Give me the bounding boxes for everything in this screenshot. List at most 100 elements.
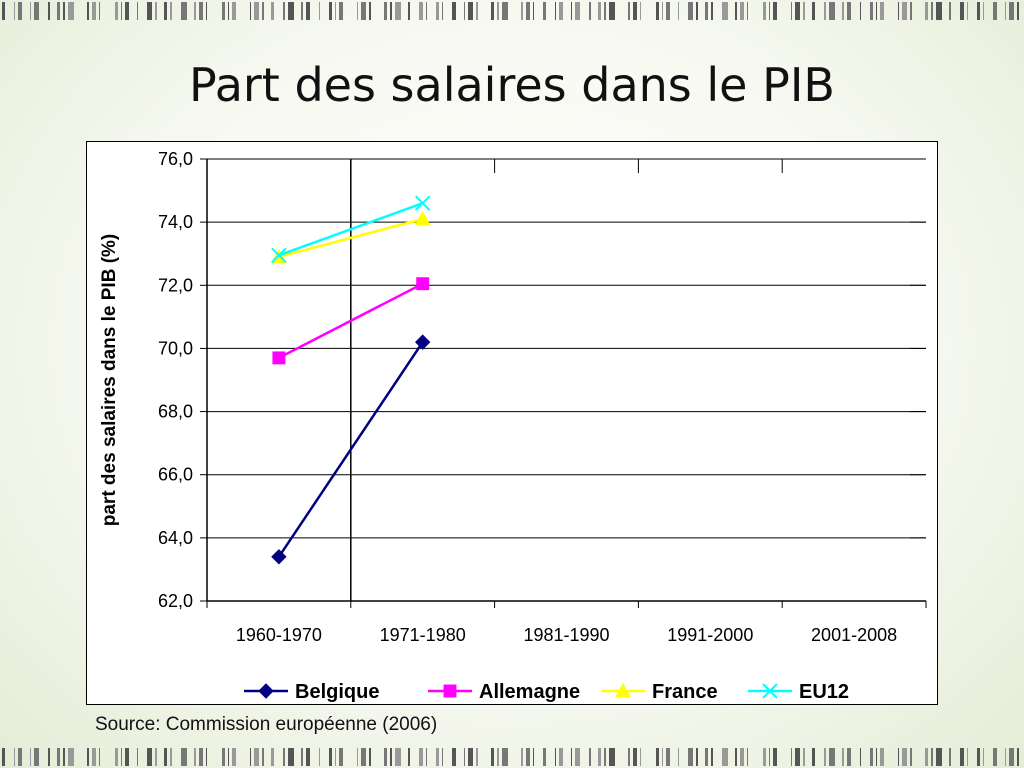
strip-bar <box>860 2 861 20</box>
data-point-stroke <box>414 195 431 211</box>
data-point <box>416 277 430 291</box>
strip-bar <box>125 748 129 766</box>
strip-bar <box>609 748 615 766</box>
strip-bar <box>115 748 118 766</box>
strip-bar <box>722 748 728 766</box>
strip-bar <box>155 748 157 766</box>
strip-bar <box>48 2 50 20</box>
strip-bar <box>1009 2 1014 20</box>
strip-bar <box>164 748 167 766</box>
strip-bar <box>87 2 89 20</box>
strip-bar <box>92 748 96 766</box>
data-point-stroke <box>762 683 778 699</box>
strip-bar <box>860 748 861 766</box>
strip-bar <box>48 748 50 766</box>
strip-bar <box>206 2 207 20</box>
strip-bar <box>419 2 423 20</box>
strip-bar <box>628 2 630 20</box>
strip-bar <box>1009 748 1014 766</box>
strip-bar <box>222 2 225 20</box>
strip-bar <box>491 748 494 766</box>
strip-bar <box>339 2 343 20</box>
strip-bar <box>769 748 770 766</box>
strip-bar <box>254 748 259 766</box>
strip-bar <box>369 2 371 20</box>
strip-bar <box>747 748 748 766</box>
strip-bar <box>250 748 251 766</box>
strip-bar <box>575 2 580 20</box>
strip-bar <box>598 748 601 766</box>
strip-bar <box>533 2 534 20</box>
strip-bar <box>925 748 928 766</box>
strip-bar <box>824 2 826 20</box>
strip-bar <box>283 748 285 766</box>
strip-bar <box>910 2 912 20</box>
strip-bar <box>497 748 499 766</box>
strip-bar <box>791 2 792 20</box>
y-tick-label: 76,0 <box>158 149 193 169</box>
strip-bar <box>533 748 534 766</box>
strip-bar <box>949 748 951 766</box>
strip-bar <box>898 748 899 766</box>
strip-bar <box>2 748 5 766</box>
strip-bar <box>408 748 410 766</box>
strip-bar <box>705 2 708 20</box>
strip-bar <box>271 748 274 766</box>
series-line <box>278 282 424 360</box>
strip-bar <box>555 748 556 766</box>
strip-bar <box>936 2 942 20</box>
strip-bar <box>384 748 387 766</box>
strip-bar <box>442 2 443 20</box>
strip-bar <box>936 748 942 766</box>
strip-bar <box>656 2 659 20</box>
strip-bar <box>521 2 523 20</box>
strip-bar <box>329 2 332 20</box>
strip-bar <box>829 748 835 766</box>
strip-bar <box>803 748 805 766</box>
strip-bar <box>288 748 294 766</box>
y-tick-label: 74,0 <box>158 212 193 232</box>
strip-bar <box>696 2 698 20</box>
strip-bar <box>2 2 5 20</box>
strip-bar <box>194 2 196 20</box>
strip-bar <box>222 748 225 766</box>
strip-bar <box>589 2 591 20</box>
chart-frame <box>86 141 938 705</box>
strip-bar <box>361 2 366 20</box>
strip-bar <box>705 748 708 766</box>
strip-bar <box>880 748 884 766</box>
strip-bar <box>436 748 439 766</box>
strip-bar <box>983 2 984 20</box>
strip-bar <box>155 2 157 20</box>
strip-bar <box>678 2 679 20</box>
strip-bar <box>735 2 737 20</box>
strip-bar <box>604 2 606 20</box>
strip-bar <box>436 2 439 20</box>
top-decorative-strip <box>2 2 1019 20</box>
strip-bar <box>824 748 826 766</box>
strip-bar <box>977 2 980 20</box>
data-point <box>272 351 286 365</box>
source-note: Source: Commission européenne (2006) <box>95 714 438 735</box>
data-point <box>762 683 778 699</box>
strip-bar <box>571 748 572 766</box>
strip-bar <box>335 2 336 20</box>
data-point <box>443 684 457 698</box>
strip-bar <box>633 748 637 766</box>
strip-bar <box>773 2 777 20</box>
strip-bar <box>228 748 229 766</box>
strip-bar <box>847 2 851 20</box>
strip-bar <box>288 2 294 20</box>
strip-bar <box>977 748 980 766</box>
strip-bar <box>559 2 563 20</box>
series-line <box>278 217 424 259</box>
strip-bar <box>502 2 508 20</box>
strip-bar <box>604 748 606 766</box>
strip-bar <box>993 2 997 20</box>
strip-bar <box>502 748 508 766</box>
strip-bar <box>18 2 22 20</box>
strip-bar <box>194 748 196 766</box>
strip-bar <box>711 748 713 766</box>
strip-bar <box>711 2 713 20</box>
strip-bar <box>319 2 320 20</box>
